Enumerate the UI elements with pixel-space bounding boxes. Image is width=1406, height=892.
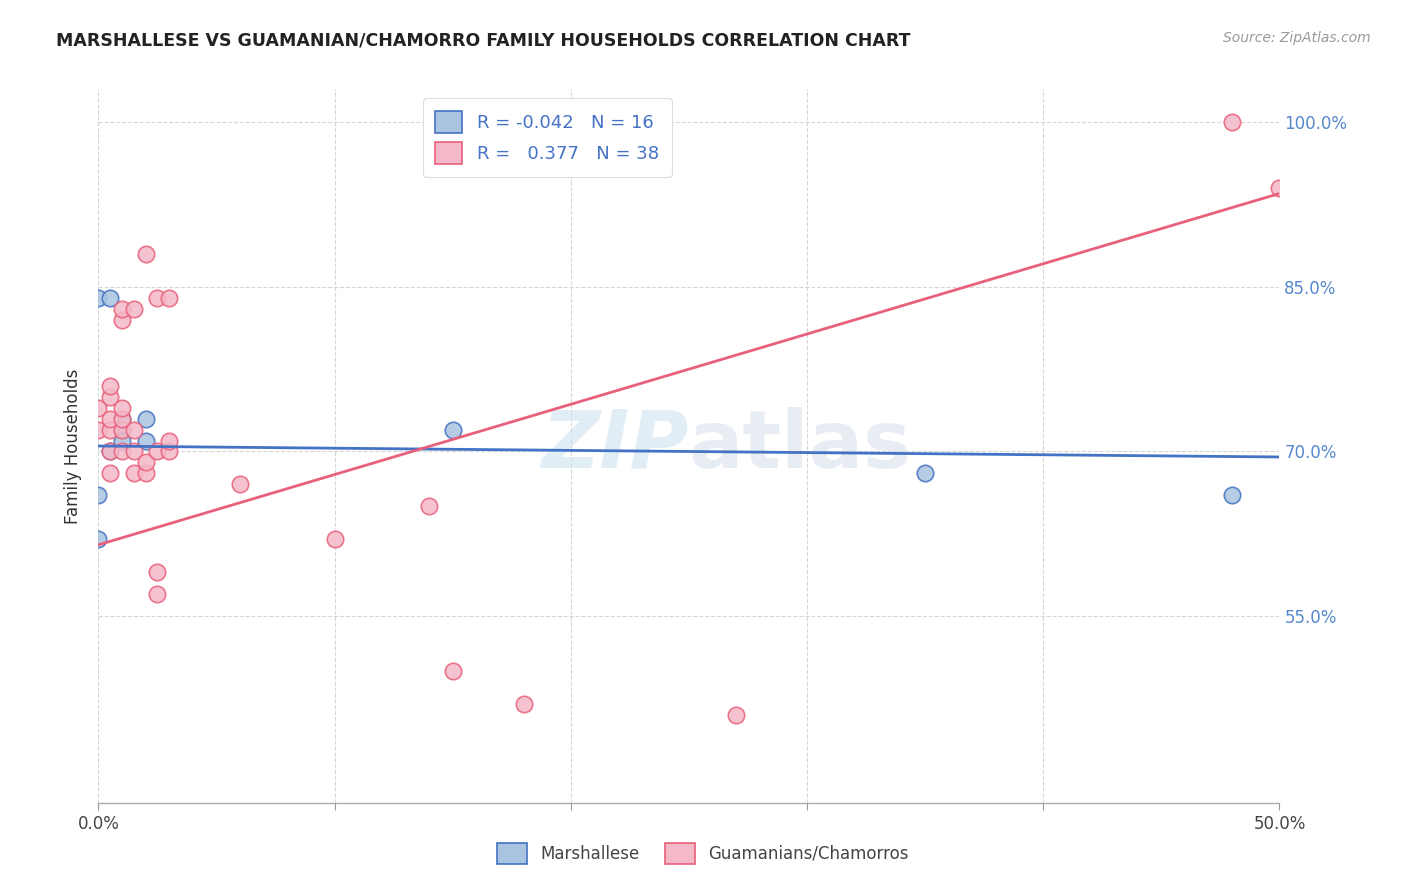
Point [111, 401, 134, 415]
Point [87, 401, 110, 415]
Point [98, 411, 121, 425]
Point [146, 291, 169, 305]
Y-axis label: Family Households: Family Households [63, 368, 82, 524]
Point [98, 444, 121, 458]
Point [157, 291, 180, 305]
Point [146, 444, 169, 458]
Point [98, 291, 121, 305]
Point [122, 444, 145, 458]
Point [98, 467, 121, 481]
Text: ZIP: ZIP [541, 407, 689, 485]
Text: Source: ZipAtlas.com: Source: ZipAtlas.com [1223, 31, 1371, 45]
Point [441, 664, 464, 678]
Point [111, 434, 134, 448]
Text: MARSHALLESE VS GUAMANIAN/CHAMORRO FAMILY HOUSEHOLDS CORRELATION CHART: MARSHALLESE VS GUAMANIAN/CHAMORRO FAMILY… [56, 31, 911, 49]
Point [157, 434, 180, 448]
Point [111, 411, 134, 425]
Point [512, 697, 534, 711]
Point [111, 312, 134, 326]
Point [135, 247, 157, 261]
Point [1268, 181, 1291, 195]
Point [157, 444, 180, 458]
Point [111, 444, 134, 458]
Legend: Marshallese, Guamanians/Chamorros: Marshallese, Guamanians/Chamorros [491, 837, 915, 871]
Point [418, 500, 440, 514]
Point [111, 411, 134, 425]
Point [98, 444, 121, 458]
Point [1220, 115, 1243, 129]
Point [1220, 488, 1243, 502]
Point [135, 467, 157, 481]
Point [135, 411, 157, 425]
Point [122, 467, 145, 481]
Point [135, 455, 157, 469]
Point [98, 390, 121, 404]
Point [87, 488, 110, 502]
Point [914, 467, 936, 481]
Point [111, 423, 134, 437]
Text: atlas: atlas [689, 407, 912, 485]
Point [111, 423, 134, 437]
Point [87, 533, 110, 547]
Point [146, 587, 169, 601]
Point [122, 301, 145, 316]
Point [146, 566, 169, 580]
Point [98, 423, 121, 437]
Point [323, 533, 346, 547]
Point [122, 423, 145, 437]
Point [98, 378, 121, 392]
Point [725, 708, 748, 723]
Point [87, 291, 110, 305]
Point [111, 301, 134, 316]
Point [229, 477, 252, 491]
Point [87, 423, 110, 437]
Point [441, 423, 464, 437]
Legend: R = -0.042   N = 16, R =   0.377   N = 38: R = -0.042 N = 16, R = 0.377 N = 38 [423, 98, 672, 177]
Point [135, 434, 157, 448]
